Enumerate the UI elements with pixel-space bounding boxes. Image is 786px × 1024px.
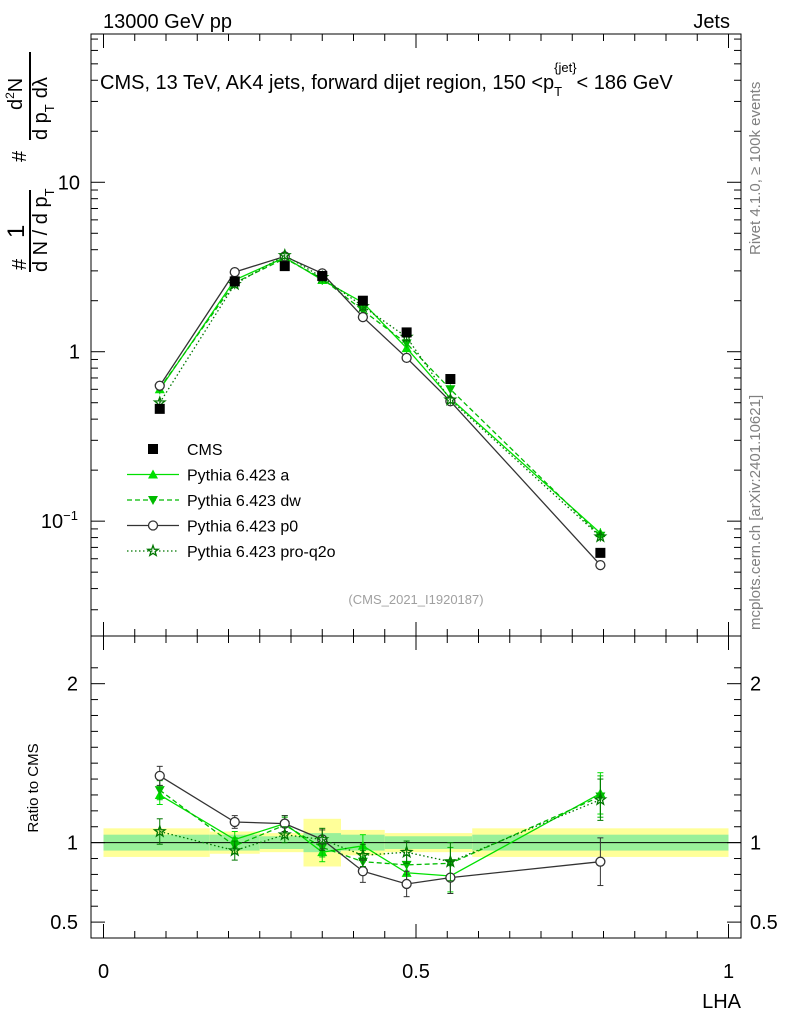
data-point xyxy=(401,327,412,338)
legend-marker xyxy=(148,469,158,479)
ratio-plot-frame xyxy=(90,635,742,939)
svg-text:d N / d pT: d N / d pT xyxy=(30,188,57,272)
series-point xyxy=(357,311,369,323)
series-line-2 xyxy=(159,255,601,566)
ratio-tick-label-right: 1 xyxy=(750,833,761,855)
series-point xyxy=(277,248,292,262)
cms-data-layer xyxy=(154,261,606,558)
ratio-point xyxy=(154,770,165,782)
legend-marker xyxy=(148,496,158,505)
legend-label: Pythia 6.423 a xyxy=(187,468,289,485)
y-tick-label: 10−1 xyxy=(41,508,78,533)
ratio-point xyxy=(399,844,414,859)
ratio-line-3 xyxy=(159,799,601,863)
series-point xyxy=(154,380,165,391)
ratio-y-axis-label: Ratio to CMS xyxy=(25,743,42,832)
legend-label: Pythia 6.423 dw xyxy=(187,493,301,510)
energy-label: 13000 GeV pp xyxy=(103,11,232,33)
legend-marker xyxy=(145,543,161,557)
ratio-tick-label-left: 1 xyxy=(67,833,78,855)
x-axis-label: LHA xyxy=(702,991,742,1013)
data-point xyxy=(445,374,456,385)
ratio-point xyxy=(277,827,292,841)
ratio-point xyxy=(357,866,369,877)
ratio-point xyxy=(401,878,412,890)
main-axis-ticks: 10−1 1 10 xyxy=(41,38,741,611)
ratio-line-2 xyxy=(159,775,601,885)
ratio-point xyxy=(443,854,458,868)
svg-text:#: # xyxy=(9,258,31,270)
series-point xyxy=(595,559,606,571)
legend-marker xyxy=(148,444,158,454)
x-tick-label: 0.5 xyxy=(402,961,430,983)
svg-text:d2N: d2N xyxy=(3,78,27,110)
series-point xyxy=(229,266,240,278)
data-point xyxy=(154,403,165,414)
ratio-line-0 xyxy=(159,792,601,877)
ratio-series-layer xyxy=(152,765,608,898)
ratio-point xyxy=(152,824,167,838)
legend-marker xyxy=(147,520,159,531)
data-point xyxy=(229,276,240,287)
svg-text:#: # xyxy=(9,150,31,162)
data-point xyxy=(595,547,606,558)
main-y-axis-label: # 1 d N / d pT # d2N d pTdλ xyxy=(3,52,57,272)
analysis-id-label: (CMS_2021_I1920187) xyxy=(348,592,483,607)
svg-text:d pTdλ: d pTdλ xyxy=(30,77,57,140)
ratio-point xyxy=(229,816,240,828)
series-line-1 xyxy=(159,257,601,537)
process-label: Jets xyxy=(693,11,730,33)
series-point xyxy=(445,385,456,395)
y-tick-label: 1 xyxy=(69,342,80,364)
ratio-point xyxy=(593,792,608,806)
ratio-point xyxy=(315,832,330,846)
series-point xyxy=(593,529,608,543)
ratio-point xyxy=(154,786,165,796)
data-point xyxy=(279,261,290,272)
ratio-point xyxy=(595,856,606,867)
series-point xyxy=(443,392,458,406)
x-axis-ticks: 0 0.5 1 xyxy=(98,34,734,983)
chart-title: CMS, 13 TeV, AK4 jets, forward dijet reg… xyxy=(100,60,673,99)
legend-label: Pythia 6.423 p0 xyxy=(187,519,298,536)
mcplots-source-label: mcplots.cern.ch [arXiv:2401.10621] xyxy=(747,395,764,630)
rivet-version-label: Rivet 4.1.0, ≥ 100k events xyxy=(747,82,764,255)
legend-label: CMS xyxy=(187,442,223,459)
x-tick-label: 1 xyxy=(723,961,734,983)
data-point xyxy=(357,295,368,306)
ratio-tick-label-left: 0.5 xyxy=(50,912,78,934)
ratio-point xyxy=(355,847,370,862)
legend-label: Pythia 6.423 pro-q2o xyxy=(187,544,336,561)
svg-text:1: 1 xyxy=(3,225,30,238)
ratio-tick-label-right: 2 xyxy=(750,674,761,696)
ratio-point xyxy=(227,843,242,857)
ratio-tick-label-right: 0.5 xyxy=(750,912,778,934)
ratio-tick-label-left: 2 xyxy=(67,674,78,696)
legend: CMS Pythia 6.423 a Pythia 6.423 dw Pythia 6… xyxy=(127,442,336,561)
y-tick-label: 10 xyxy=(58,172,80,194)
ratio-axis-ticks: 0.5 0.5 1 1 2 2 xyxy=(50,667,778,934)
series-line-0 xyxy=(159,256,601,534)
series-point xyxy=(401,352,412,363)
series-line-3 xyxy=(159,254,601,538)
data-point xyxy=(317,270,328,281)
x-tick-label: 0 xyxy=(98,961,109,983)
